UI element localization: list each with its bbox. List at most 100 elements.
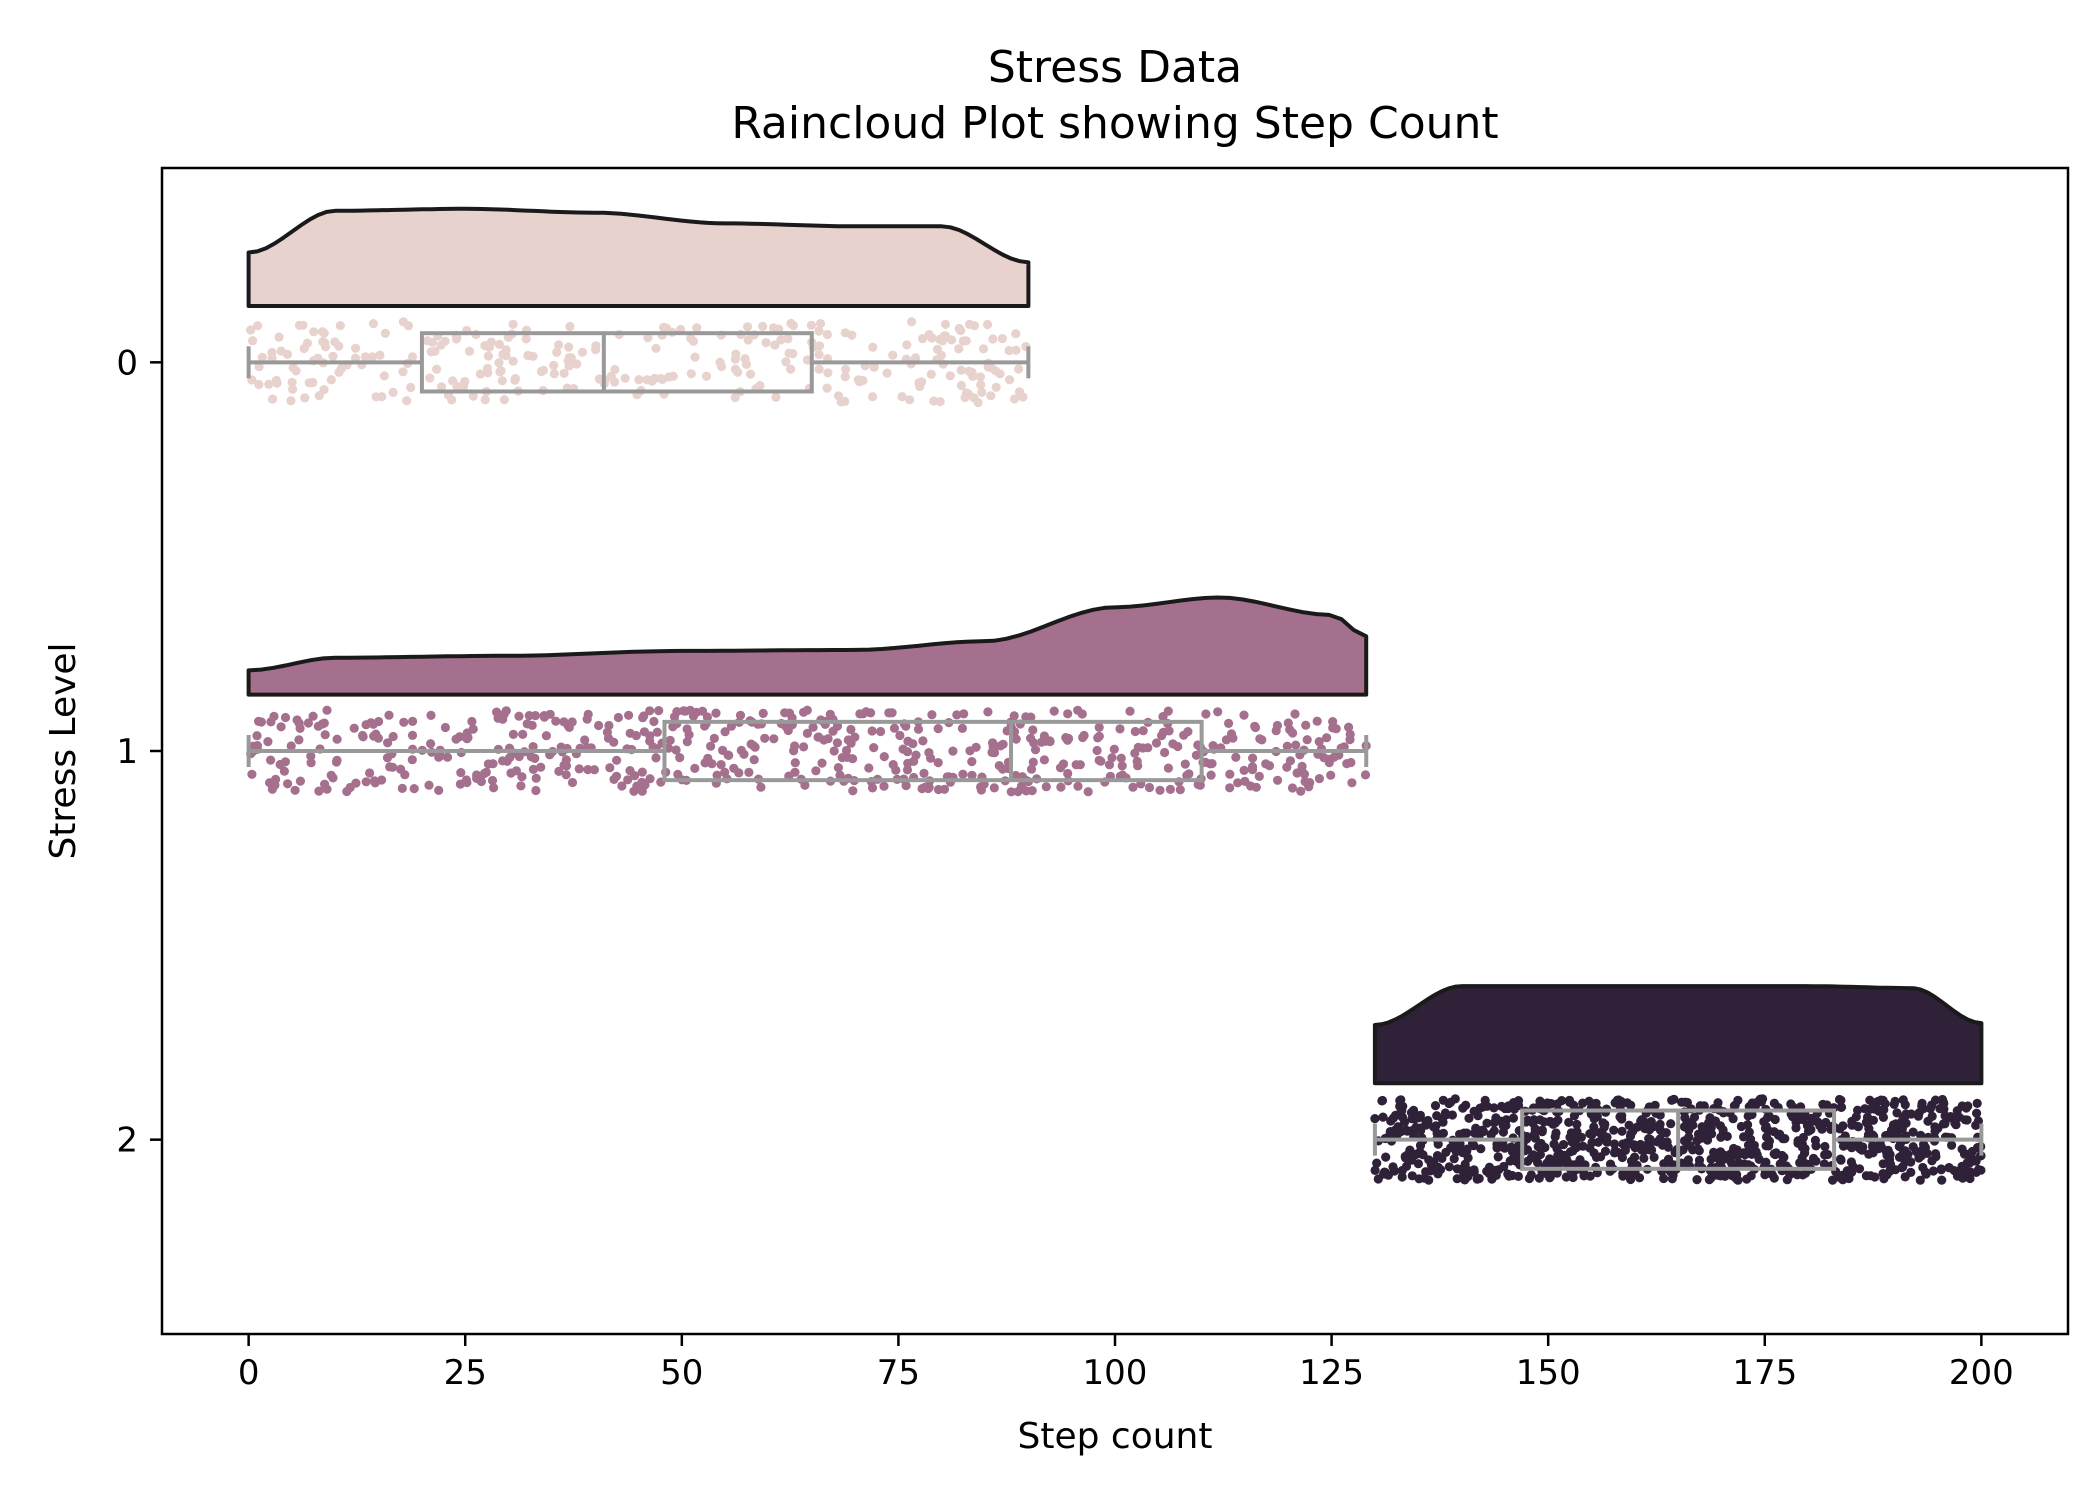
- rain-point: [1248, 753, 1258, 763]
- rain-point: [1728, 1114, 1738, 1124]
- rain-point: [1637, 1145, 1647, 1155]
- rain-point: [379, 371, 389, 381]
- rain-point: [283, 779, 293, 789]
- rain-point: [1786, 1099, 1796, 1109]
- rain-point: [565, 321, 575, 332]
- rain-point: [610, 364, 620, 375]
- rain-point: [497, 376, 507, 386]
- rain-point: [960, 392, 970, 403]
- rain-point: [1820, 1150, 1830, 1160]
- rain-point: [1971, 1167, 1981, 1177]
- rain-point: [1107, 753, 1117, 763]
- rain-point: [517, 772, 527, 782]
- rain-point: [1963, 1101, 1973, 1111]
- rain-point: [375, 350, 385, 360]
- x-tick-label: 100: [1083, 1353, 1148, 1393]
- rain-point: [957, 723, 968, 734]
- rain-point: [1609, 1125, 1619, 1135]
- rain-point: [1587, 1130, 1597, 1140]
- rain-point: [786, 364, 796, 374]
- rain-point: [1785, 1170, 1795, 1180]
- rain-point: [426, 739, 436, 749]
- rain-point: [358, 732, 368, 742]
- rain-point: [924, 748, 934, 758]
- rain-point: [1446, 1097, 1456, 1107]
- rain-point: [711, 708, 721, 718]
- rain-point: [1500, 1143, 1510, 1153]
- rain-point: [1240, 776, 1250, 787]
- rain-point: [384, 710, 394, 720]
- rain-point: [280, 757, 290, 767]
- rain-point: [945, 371, 955, 381]
- rain-point: [508, 319, 518, 329]
- rain-point: [1885, 1159, 1896, 1169]
- rain-point: [295, 723, 305, 734]
- rain-point: [1578, 1098, 1588, 1108]
- rain-point: [1598, 1118, 1608, 1128]
- rain-point: [813, 732, 823, 742]
- rain-point: [902, 340, 912, 350]
- rain-point: [304, 378, 314, 388]
- x-tick-label: 0: [238, 1353, 260, 1393]
- rain-point: [1390, 1110, 1401, 1120]
- rain-point: [267, 347, 277, 358]
- rain-point: [1758, 1094, 1768, 1104]
- rain-point: [425, 373, 435, 383]
- rain-point: [1063, 709, 1073, 719]
- rain-point: [1381, 1152, 1391, 1162]
- iqr-box: [662, 719, 1204, 783]
- rain-point: [1602, 1132, 1612, 1142]
- rain-point: [536, 762, 546, 772]
- rain-point: [1287, 783, 1298, 793]
- rain-point: [1083, 787, 1093, 797]
- boxplot-0: [246, 331, 1031, 394]
- rain-point: [1811, 1141, 1821, 1151]
- rain-point: [306, 758, 316, 768]
- rain-point: [1526, 1170, 1536, 1180]
- rain-point: [1104, 760, 1115, 770]
- rain-point: [905, 395, 915, 405]
- rain-point: [744, 767, 754, 778]
- rain-point: [552, 347, 562, 357]
- rain-point: [313, 721, 323, 731]
- rain-point: [1835, 1154, 1846, 1164]
- rain-point: [1491, 1170, 1501, 1180]
- rain-point: [577, 347, 588, 357]
- rain-point: [332, 734, 342, 744]
- rain-point: [1716, 1171, 1726, 1181]
- rain-point: [898, 744, 908, 754]
- rain-point: [292, 715, 302, 725]
- rain-point: [1452, 1164, 1462, 1174]
- rain-point: [1460, 1175, 1470, 1185]
- rain-point: [1063, 768, 1073, 779]
- rain-point: [1446, 1143, 1456, 1153]
- rain-point: [1618, 1171, 1628, 1181]
- rain-point: [977, 387, 987, 397]
- rain-point: [867, 726, 877, 736]
- rain-point: [1732, 1145, 1742, 1155]
- rain-point: [927, 710, 937, 720]
- rain-point: [688, 711, 699, 721]
- rain-point: [1655, 1110, 1665, 1120]
- rain-point: [926, 369, 936, 379]
- rain-point: [848, 754, 858, 764]
- y-axis: 0 1 2: [116, 343, 162, 1161]
- rain-point: [1542, 1098, 1552, 1108]
- rain-point: [620, 373, 630, 383]
- rain-point: [531, 773, 541, 783]
- rain-point: [1373, 1174, 1383, 1184]
- rain-point: [712, 770, 722, 780]
- rain-point: [1716, 1132, 1726, 1142]
- rain-point: [583, 709, 593, 720]
- rain-point: [1326, 770, 1336, 780]
- rain-point: [1328, 717, 1338, 727]
- rain-point: [814, 349, 824, 360]
- rain-point: [1806, 1125, 1816, 1135]
- rain-point: [1388, 1162, 1398, 1172]
- rain-point: [294, 735, 304, 745]
- rain-point: [1666, 1119, 1676, 1129]
- rain-point: [536, 366, 547, 377]
- rain-point: [1685, 1141, 1695, 1151]
- rain-point: [716, 760, 726, 770]
- x-tick-label: 25: [444, 1353, 487, 1393]
